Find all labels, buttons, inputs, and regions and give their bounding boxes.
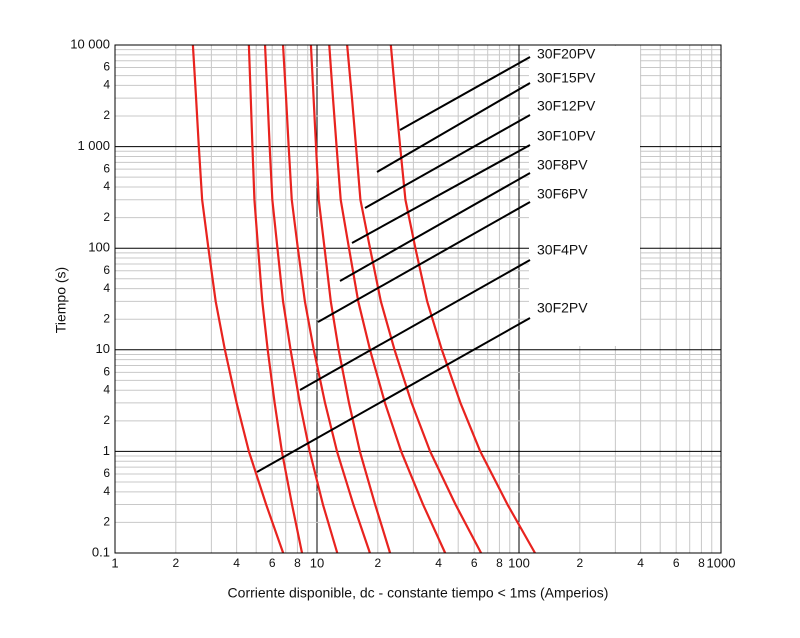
y-tick-label: 4 xyxy=(103,281,110,295)
x-axis-label: Corriente disponible, dc - constante tie… xyxy=(228,585,609,601)
x-tick-label: 4 xyxy=(233,556,240,570)
label-box xyxy=(529,46,640,346)
curve xyxy=(346,44,483,554)
x-tick-label: 8 xyxy=(496,556,503,570)
curve xyxy=(281,44,371,554)
curve xyxy=(389,44,536,554)
x-tick-label: 10 xyxy=(310,555,324,570)
series-label: 30F2PV xyxy=(537,300,588,316)
series-label: 30F6PV xyxy=(537,186,588,202)
x-tick-label: 6 xyxy=(673,556,680,570)
leader-line xyxy=(256,317,531,473)
curve xyxy=(309,44,392,554)
leader-line xyxy=(399,56,531,131)
x-tick-label: 2 xyxy=(576,556,583,570)
y-tick-label: 4 xyxy=(103,382,110,396)
annotations: 30F20PV 30F15PV 30F12PV 30F10PV 30F8PV 3… xyxy=(256,46,596,473)
y-tick-label: 6 xyxy=(103,466,110,480)
leader-line xyxy=(376,82,531,173)
leader-line xyxy=(299,259,531,391)
y-tick-label: 2 xyxy=(103,210,110,224)
y-tick-label: 6 xyxy=(103,60,110,74)
x-tick-label: 1000 xyxy=(707,555,736,570)
y-tick-label: 2 xyxy=(103,311,110,325)
y-tick-label: 10 000 xyxy=(70,36,110,51)
y-tick-label: 4 xyxy=(103,179,110,193)
x-tick-label: 8 xyxy=(294,556,301,570)
y-tick-label: 1 xyxy=(103,443,110,458)
curve xyxy=(247,44,304,554)
leader-line xyxy=(364,114,531,209)
y-tick-label: 4 xyxy=(103,484,110,498)
x-tick-label: 2 xyxy=(374,556,381,570)
y-tick-label: 1 000 xyxy=(77,138,110,153)
curve xyxy=(263,44,339,554)
y-tick-label: 6 xyxy=(103,263,110,277)
x-tick-label: 6 xyxy=(269,556,276,570)
leader-line xyxy=(317,201,531,323)
y-tick-label: 0.1 xyxy=(92,544,110,559)
y-axis-label: Tiempo (s) xyxy=(53,267,69,333)
series-label: 30F10PV xyxy=(537,128,596,144)
y-tick-label: 6 xyxy=(103,161,110,175)
x-tick-label: 2 xyxy=(172,556,179,570)
series-label: 30F20PV xyxy=(537,46,596,62)
y-tick-label: 100 xyxy=(88,240,110,255)
x-tick-label: 4 xyxy=(637,556,644,570)
x-tick-label: 6 xyxy=(471,556,478,570)
x-tick-label: 8 xyxy=(698,556,705,570)
series-label: 30F15PV xyxy=(537,70,596,86)
plot-border xyxy=(114,44,722,554)
y-tick-label: 10 xyxy=(96,341,110,356)
curve xyxy=(328,44,447,554)
leader-line xyxy=(339,172,531,282)
series-label: 30F4PV xyxy=(537,242,588,258)
x-tick-label: 1 xyxy=(111,555,118,570)
x-tick-label: 4 xyxy=(435,556,442,570)
x-tick-label: 100 xyxy=(508,555,530,570)
leader-line xyxy=(351,144,531,244)
y-tick-label: 4 xyxy=(103,78,110,92)
curves xyxy=(191,44,536,554)
y-tick-label: 6 xyxy=(103,365,110,379)
series-label: 30F12PV xyxy=(537,98,596,114)
y-tick-label: 2 xyxy=(103,515,110,529)
curve xyxy=(191,44,285,554)
series-label: 30F8PV xyxy=(537,157,588,173)
y-tick-label: 2 xyxy=(103,108,110,122)
y-tick-label: 2 xyxy=(103,413,110,427)
